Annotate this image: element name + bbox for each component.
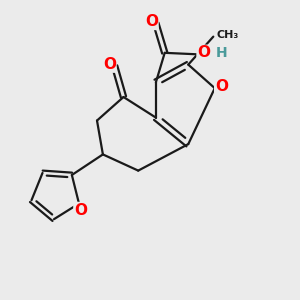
Text: CH₃: CH₃ [217,30,239,40]
Text: O: O [215,79,228,94]
Text: O: O [197,45,210,60]
Text: H: H [215,46,227,60]
Text: O: O [145,14,158,29]
Text: O: O [74,202,87,217]
Text: O: O [103,57,116,72]
